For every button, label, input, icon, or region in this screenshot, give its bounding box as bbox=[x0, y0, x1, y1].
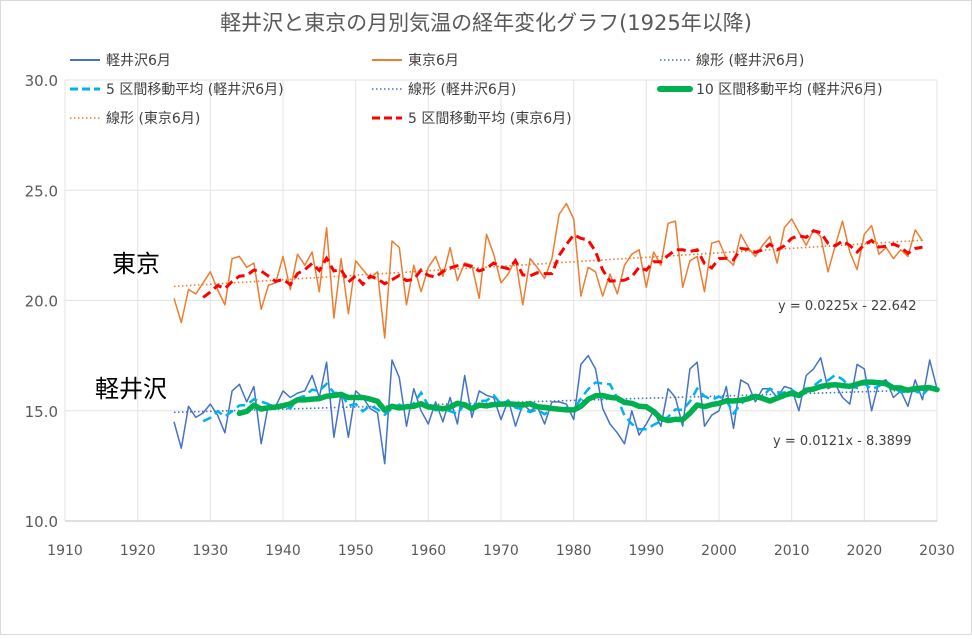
y-tick-label: 10.0 bbox=[25, 513, 58, 531]
x-tick-label: 1950 bbox=[338, 543, 374, 559]
tokyo-trendline bbox=[173, 239, 923, 288]
legend-item: 線形 (軽井沢6月) bbox=[372, 82, 516, 98]
moving-averages bbox=[202, 229, 940, 431]
x-tick-label: 2000 bbox=[701, 543, 737, 559]
legend-item: 5 区間移動平均 (軽井沢6月) bbox=[70, 82, 284, 98]
tokyo-5yr-moving-average bbox=[202, 229, 923, 299]
legend-item: 5 区間移動平均 (東京6月) bbox=[372, 111, 572, 127]
y-tick-label: 15.0 bbox=[25, 403, 58, 421]
legend-label: 軽井沢6月 bbox=[106, 53, 171, 69]
x-tick-label: 2010 bbox=[774, 543, 810, 559]
x-tick-label: 1960 bbox=[411, 543, 447, 559]
x-tick-label: 1970 bbox=[483, 543, 519, 559]
x-tick-label: 2030 bbox=[919, 543, 955, 559]
x-tick-label: 1980 bbox=[556, 543, 592, 559]
karuizawa-trend-equation: y = 0.0121x - 8.3899 bbox=[773, 434, 911, 449]
x-tick-label: 1940 bbox=[265, 543, 301, 559]
tokyo-series-line bbox=[173, 202, 924, 339]
legend-label: 線形 (軽井沢6月) bbox=[696, 53, 804, 69]
karuizawa-10yr-moving-average bbox=[236, 379, 940, 424]
legend-label: 5 区間移動平均 (軽井沢6月) bbox=[106, 82, 284, 98]
karuizawa-trendline bbox=[173, 388, 938, 414]
legend-label: 東京6月 bbox=[408, 53, 459, 69]
trendlines bbox=[173, 239, 938, 414]
tokyo-trend-equation: y = 0.0225x - 22.642 bbox=[778, 299, 916, 314]
legend-label: 線形 (東京6月) bbox=[106, 111, 200, 127]
x-tick-label: 1910 bbox=[47, 543, 83, 559]
x-tick-label: 1990 bbox=[629, 543, 665, 559]
legend-label: 5 区間移動平均 (東京6月) bbox=[408, 111, 572, 127]
karuizawa-region-label: 軽井沢 bbox=[95, 375, 167, 403]
tokyo-region-label: 東京 bbox=[112, 250, 160, 278]
karuizawa-series-line bbox=[173, 354, 938, 465]
x-tick-label: 1930 bbox=[193, 543, 229, 559]
x-tick-label: 1920 bbox=[120, 543, 156, 559]
series-lines bbox=[173, 202, 938, 465]
legend-item: 東京6月 bbox=[372, 53, 459, 69]
legend-item: 10 区間移動平均 (軽井沢6月) bbox=[657, 82, 883, 98]
chart-title: 軽井沢と東京の月別気温の経年変化グラフ(1925年以降) bbox=[220, 11, 752, 35]
legend-label: 線形 (軽井沢6月) bbox=[408, 82, 516, 98]
legend-item: 軽井沢6月 bbox=[70, 53, 171, 69]
x-tick-label: 2020 bbox=[847, 543, 883, 559]
legend-item: 線形 (軽井沢6月) bbox=[660, 53, 804, 69]
y-tick-label: 20.0 bbox=[25, 293, 58, 311]
legend: 軽井沢6月 東京6月 線形 (軽井沢6月)5 区間移動平均 (軽井沢6月) 線形 (軽… bbox=[70, 53, 883, 127]
y-tick-label: 25.0 bbox=[25, 182, 58, 200]
y-tick-label: 30.0 bbox=[25, 72, 58, 90]
axes: 1910 1920 1930 1940 1950 1960 1970 1980 1990 2000… bbox=[25, 72, 955, 559]
legend-item: 線形 (東京6月) bbox=[70, 111, 200, 127]
legend-label: 10 区間移動平均 (軽井沢6月) bbox=[696, 82, 883, 98]
